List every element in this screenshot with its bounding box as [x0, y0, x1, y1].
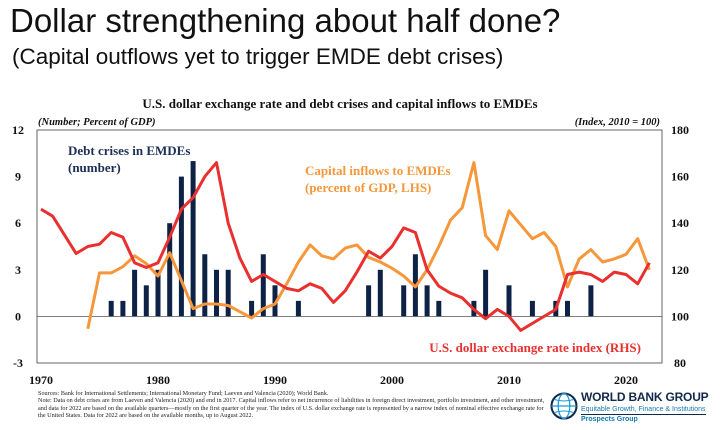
debt-crises-bar [202, 254, 208, 317]
x-tick-label: 1970 [29, 373, 53, 387]
right-tick-label: 180 [671, 123, 689, 137]
slide-title: Dollar strengthening about half done? [10, 2, 561, 39]
series-label: Capital inflows to EMDEs [305, 163, 451, 178]
x-tick-label: 1990 [263, 373, 287, 387]
right-tick-label: 100 [671, 309, 689, 323]
debt-crises-bar [132, 269, 138, 317]
right-tick-label: 80 [674, 356, 686, 370]
globe-icon [550, 392, 578, 420]
debt-crises-bar [401, 285, 407, 317]
debt-crises-bar [167, 223, 173, 317]
debt-crises-bar [260, 254, 266, 317]
plot-area [36, 129, 663, 364]
chart-title: U.S. dollar exchange rate and debt crise… [142, 96, 537, 111]
right-tick-label: 120 [671, 263, 689, 277]
left-axis-label: (Number; Percent of GDP) [38, 117, 156, 128]
right-tick-label: 160 [671, 170, 689, 184]
usd-index-line [40, 161, 651, 332]
debt-crises-bar [108, 300, 114, 317]
debt-crises-bar [436, 300, 442, 317]
chart-notes: Sources: Bank for International Settleme… [38, 390, 546, 420]
debt-crises-bar [249, 300, 255, 317]
debt-crises-bar [190, 161, 196, 317]
debt-crises-bar [424, 285, 430, 317]
left-tick-label: 0 [15, 309, 21, 323]
x-tick-label: 2010 [497, 373, 521, 387]
debt-crises-bar [377, 269, 383, 317]
left-tick-label: 3 [15, 263, 21, 277]
left-tick-label: 6 [15, 216, 21, 230]
right-tick-label: 140 [671, 216, 689, 230]
debt-crises-bar [272, 285, 278, 317]
debt-crises-bar [155, 269, 161, 317]
x-tick-label: 1980 [146, 373, 170, 387]
debt-crises-bar [483, 269, 489, 317]
debt-crises-bar [565, 300, 570, 317]
debt-crises-bar [588, 285, 594, 317]
world-bank-logo: WORLD BANK GROUP Equitable Growth, Finan… [549, 388, 720, 428]
sources-text: Sources: Bank for International Settleme… [38, 390, 329, 397]
series-label: U.S. dollar exchange rate index (RHS) [429, 340, 641, 355]
debt-crises-bar [295, 300, 301, 317]
debt-crises-bar [529, 300, 535, 317]
debt-crises-bar [178, 176, 184, 317]
logo-name: WORLD BANK GROUP [581, 390, 709, 404]
left-tick-label: 9 [15, 170, 21, 184]
capital-inflows-line [86, 161, 651, 330]
slide-subtitle: (Capital outflows yet to trigger EMDE de… [12, 44, 504, 69]
x-tick-label: 2020 [614, 373, 638, 387]
debt-crises-bar [366, 285, 372, 317]
debt-crises-bar [225, 269, 231, 317]
debt-crises-bar [143, 285, 149, 317]
series-label: (number) [68, 160, 121, 175]
debt-crises-bar [214, 269, 219, 317]
series-label: Debt crises in EMDEs [68, 143, 190, 158]
left-tick-label: -3 [13, 356, 23, 370]
note-text: Note: Data on debt crises are from Laeve… [38, 397, 545, 420]
series-label: (percent of GDP, LHS) [305, 180, 431, 195]
right-axis-label: (Index, 2010 = 100) [575, 117, 660, 128]
logo-unit: Prospects Group [581, 416, 638, 423]
debt-crises-bar [120, 300, 126, 317]
logo-tagline: Equitable Growth, Finance & Institutions [581, 406, 706, 415]
debt-crises-bar [506, 285, 512, 317]
x-tick-label: 2000 [380, 373, 404, 387]
left-tick-label: 12 [12, 123, 24, 137]
